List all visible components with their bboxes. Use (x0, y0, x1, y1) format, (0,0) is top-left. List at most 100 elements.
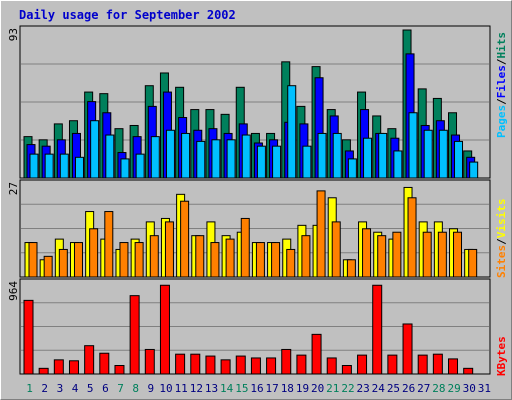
chart-title: Daily usage for September 2002 (19, 8, 236, 22)
pages-bar (241, 134, 251, 179)
kbytes-bar (432, 353, 443, 375)
kbytes-bar (129, 295, 140, 375)
pages-bar (226, 139, 236, 179)
sites-bar (316, 190, 326, 278)
pages-bar (332, 132, 342, 179)
kbytes-bar (326, 357, 337, 375)
kbytes-bar (38, 367, 49, 375)
pages-bar (165, 129, 175, 179)
legend-files: Files (495, 65, 508, 98)
pages-bar (150, 136, 160, 179)
day-label: 21 (326, 382, 339, 395)
sites-bar (346, 259, 356, 278)
panel-2-legend: Sites/Visits (495, 199, 508, 279)
pages-bar (59, 153, 69, 179)
pages-bar (74, 156, 84, 179)
sites-bar (58, 248, 68, 278)
legend-sites: Sites (495, 245, 508, 278)
day-label: 5 (87, 382, 94, 395)
kbytes-bar (53, 359, 64, 375)
sites-bar (240, 217, 250, 278)
sites-bar (104, 211, 114, 278)
sites-bar (301, 235, 311, 278)
kbytes-bar (68, 360, 79, 375)
pages-bar (90, 120, 100, 179)
pages-bar (135, 153, 145, 179)
pages-bar (44, 153, 54, 179)
pages-bar (196, 140, 206, 179)
sites-bar (362, 228, 372, 278)
pages-bar (378, 132, 388, 179)
pages-bar (408, 112, 418, 179)
day-label: 10 (159, 382, 172, 395)
kbytes-bar (114, 365, 125, 375)
panel-1-legend: Pages/Files/Hits (495, 32, 508, 138)
day-label: 19 (296, 382, 309, 395)
day-label: 16 (250, 382, 263, 395)
kbytes-bar (311, 333, 322, 375)
day-label: 26 (402, 382, 415, 395)
legend-kbytes: KBytes (495, 336, 508, 376)
kbytes-bar (296, 354, 307, 375)
pages-bar (469, 161, 479, 179)
sites-bar (119, 242, 129, 278)
day-label: 28 (432, 382, 445, 395)
day-label: 13 (205, 382, 218, 395)
kbytes-bar (281, 348, 292, 375)
kbytes-bar (159, 284, 170, 375)
pages-bar (438, 129, 448, 179)
pages-bar (105, 134, 115, 179)
kbytes-bar (372, 284, 383, 375)
pages-bar (29, 153, 39, 179)
kbytes-bar (402, 323, 413, 375)
sites-bar (422, 231, 432, 278)
day-label: 12 (190, 382, 203, 395)
day-label: 2 (41, 382, 48, 395)
kbytes-bar (175, 353, 186, 375)
sites-bar (28, 242, 38, 278)
day-label: 24 (372, 382, 386, 395)
sites-bar (437, 231, 447, 278)
kbytes-bar (357, 354, 368, 375)
kbytes-bar (417, 354, 428, 375)
legend-visits: Visits (495, 199, 508, 239)
kbytes-bar (99, 352, 110, 375)
kbytes-bar (144, 348, 155, 375)
kbytes-bar (220, 359, 231, 375)
day-label: 8 (132, 382, 139, 395)
day-label: 6 (102, 382, 109, 395)
day-label: 27 (417, 382, 430, 395)
sites-bar (331, 221, 341, 278)
pages-bar (272, 145, 282, 179)
kbytes-bar (205, 355, 216, 375)
panel-2-max-label: 27 (7, 182, 20, 195)
day-label: 22 (341, 382, 354, 395)
pages-bar (302, 145, 312, 179)
legend-hits: Hits (495, 32, 508, 59)
sites-bar (271, 242, 281, 278)
sites-bar (164, 221, 174, 278)
sites-bar (468, 248, 478, 278)
day-label: 25 (387, 382, 400, 395)
sites-bar (255, 242, 265, 278)
pages-bar (454, 140, 464, 179)
kbytes-bar (190, 353, 201, 375)
day-label: 23 (357, 382, 370, 395)
day-label: 3 (57, 382, 64, 395)
pages-bar (363, 137, 373, 179)
panel-3-legend: KBytes (495, 336, 508, 376)
day-label: 4 (72, 382, 79, 395)
pages-bar (393, 150, 403, 179)
kbytes-bar (250, 357, 261, 375)
day-label: 14 (220, 382, 234, 395)
sites-bar (73, 242, 83, 278)
kbytes-bar (387, 354, 398, 375)
day-label: 11 (175, 382, 188, 395)
day-label: 31 (478, 382, 491, 395)
panel-1-max-label: 93 (7, 28, 20, 41)
pages-bar (287, 85, 297, 179)
sites-bar (210, 242, 220, 278)
kbytes-bar (463, 367, 474, 375)
sites-bar (392, 231, 402, 278)
